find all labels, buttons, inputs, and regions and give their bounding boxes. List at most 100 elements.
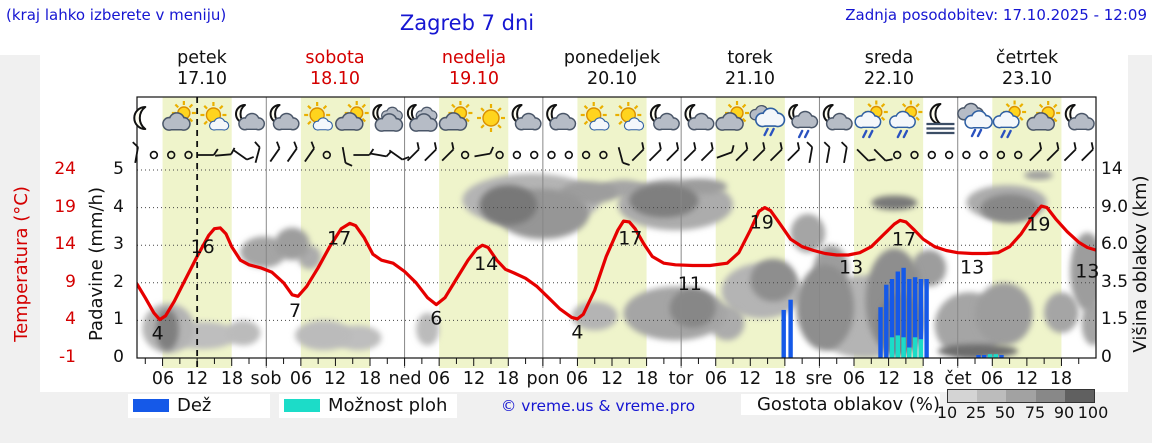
weather-icon	[615, 102, 645, 131]
hour-label: 06	[565, 369, 589, 389]
wind-barb-icon	[752, 142, 766, 162]
wind-barb-icon	[254, 141, 261, 163]
calm-wind-icon	[927, 150, 936, 160]
weather-icon	[1064, 104, 1095, 131]
weather-icon	[200, 102, 230, 131]
wind-barb-icon	[370, 150, 393, 158]
left-margin-strip	[0, 55, 40, 392]
cloud-density-legend-label: Gostota oblakov (%)	[741, 394, 940, 415]
gradient-segment	[948, 390, 978, 402]
hour-label: 12	[600, 369, 624, 389]
svg-text:13: 13	[839, 257, 863, 279]
hour-label: 06	[151, 369, 175, 389]
calm-wind-icon	[495, 150, 504, 160]
temp-tick-19: 19	[54, 197, 76, 217]
hour-label: 18	[1049, 369, 1073, 389]
svg-text:4: 4	[571, 321, 583, 343]
svg-text:19: 19	[750, 212, 774, 234]
wind-barb-icon	[873, 148, 893, 162]
day-date-četrtek: 23.10	[1001, 69, 1053, 89]
calm-wind-icon	[460, 150, 470, 160]
hour-label: 18	[911, 369, 935, 389]
calm-wind-icon	[322, 150, 331, 160]
calm-wind-icon	[996, 150, 1006, 160]
weather-icon	[684, 104, 715, 131]
gradient-segment	[1064, 390, 1094, 402]
weather-icon	[162, 101, 196, 131]
precip-tick-3: 3	[113, 234, 124, 254]
gradient-stop-25: 25	[965, 403, 987, 422]
calm-wind-icon	[910, 150, 919, 160]
calm-wind-icon	[962, 150, 971, 160]
calm-wind-icon	[512, 150, 522, 160]
temp-tick--1: -1	[59, 347, 76, 367]
weather-icon	[788, 104, 819, 139]
wind-barb-icon	[341, 146, 353, 167]
gradient-segment	[1035, 390, 1065, 402]
weather-icon	[715, 101, 750, 131]
temp-tick-14: 14	[54, 234, 76, 254]
rain-legend-label: Dež	[177, 395, 212, 416]
calm-wind-icon	[944, 150, 954, 160]
wind-barbs	[132, 141, 1094, 167]
weather-icon	[335, 101, 369, 131]
wind-barb-icon	[1063, 142, 1077, 162]
hour-label: 18	[773, 369, 797, 389]
day-abbr-čet: čet	[944, 369, 972, 389]
wind-barb-icon	[1046, 142, 1060, 162]
day-abbr-ned: ned	[388, 369, 422, 389]
wind-barb-icon	[424, 142, 438, 162]
wind-barb-icon	[353, 148, 375, 156]
weather-icon	[822, 104, 853, 131]
temp-tick-9: 9	[65, 272, 76, 292]
wind-barb-icon	[856, 148, 876, 162]
wind-barb-icon	[716, 145, 735, 159]
day-name-ponedeljek: ponedeljek	[563, 48, 661, 68]
last-update-timestamp: Zadnja posodobitev: 17.10.2025 - 12:09	[845, 6, 1147, 24]
hour-label: 18	[220, 369, 244, 389]
gradient-stop-100: 100	[1077, 403, 1109, 422]
gradient-segment	[1006, 390, 1036, 402]
day-name-četrtek: četrtek	[995, 48, 1059, 68]
day-date-petek: 17.10	[176, 69, 228, 89]
copyright-link[interactable]: © vreme.us & vreme.pro	[500, 397, 696, 415]
page-title: Zagreb 7 dni	[399, 11, 535, 35]
showers-legend-label: Možnost ploh	[328, 395, 448, 416]
wind-barb-icon	[197, 148, 219, 156]
right-margin-strip	[1128, 55, 1152, 392]
cloud-height-tick-6.0: 6.0	[1101, 234, 1129, 254]
svg-text:17: 17	[327, 228, 351, 250]
day-date-torek: 21.10	[724, 69, 776, 89]
svg-text:17: 17	[892, 229, 916, 251]
showers-legend-swatch	[284, 399, 320, 412]
gradient-stop-50: 50	[994, 403, 1016, 422]
weather-icon	[477, 104, 506, 132]
calm-wind-icon	[892, 150, 902, 160]
wind-barb-icon	[683, 142, 697, 162]
svg-text:11: 11	[678, 273, 702, 295]
gradient-stop-90: 90	[1053, 403, 1075, 422]
day-separators	[265, 97, 959, 368]
wind-barb-icon	[474, 146, 494, 158]
weather-icon	[889, 100, 923, 139]
wind-barb-icon	[631, 142, 645, 162]
calm-wind-icon	[979, 150, 988, 160]
weather-icon	[133, 106, 147, 130]
temperature-value-labels: 4 16 7 17 6 14 4 17 11 19 13 17 13 19 13	[152, 212, 1100, 345]
cloud-density-gradient	[947, 389, 1095, 403]
wind-barb-icon	[617, 147, 630, 166]
wind-barb-icon	[215, 147, 236, 157]
gradient-stop-75: 75	[1024, 403, 1046, 422]
temp-tick-24: 24	[54, 159, 76, 179]
weather-icon	[546, 104, 577, 131]
cloud-height-tick-3.5: 3.5	[1101, 272, 1129, 292]
hour-label: 12	[1015, 369, 1039, 389]
weather-icon	[957, 102, 993, 138]
hour-label: 06	[980, 369, 1004, 389]
wind-barb-icon	[1029, 142, 1043, 162]
precip-tick-4: 4	[113, 197, 124, 217]
day-name-torek: torek	[727, 48, 773, 68]
wind-barb-icon	[769, 142, 783, 162]
svg-text:17: 17	[618, 228, 642, 250]
day-abbr-sre: sre	[805, 369, 833, 389]
